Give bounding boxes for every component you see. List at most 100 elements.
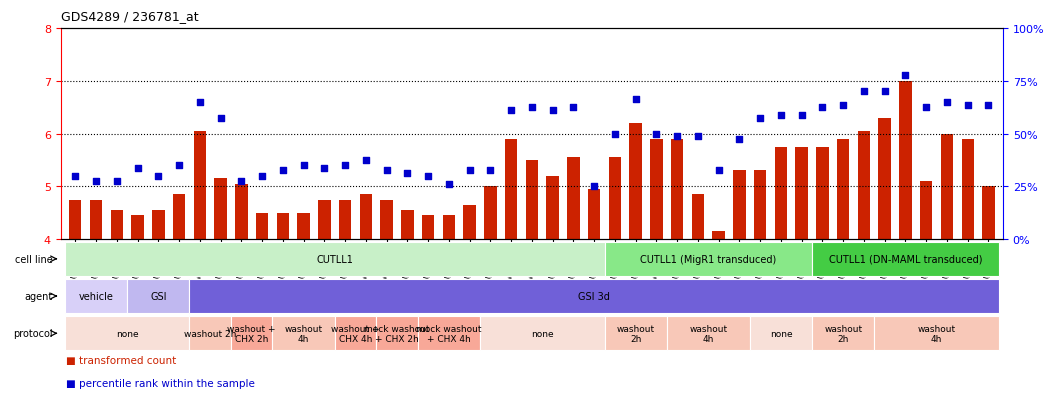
Bar <box>750 317 812 350</box>
Text: none: none <box>531 329 554 338</box>
Bar <box>961 140 974 240</box>
Point <box>565 104 582 111</box>
Bar <box>671 140 684 240</box>
Point <box>462 168 478 174</box>
Bar <box>276 213 289 240</box>
Bar <box>401 211 414 240</box>
Point <box>171 162 187 169</box>
Point <box>938 100 955 106</box>
Bar <box>692 195 705 240</box>
Text: none: none <box>116 329 138 338</box>
Bar <box>418 317 480 350</box>
Point <box>918 104 935 111</box>
Point <box>752 115 768 122</box>
Point <box>503 107 519 114</box>
Point <box>357 157 374 164</box>
Point <box>129 165 146 172</box>
Text: CUTLL1 (MigR1 transduced): CUTLL1 (MigR1 transduced) <box>640 254 777 264</box>
Bar <box>878 119 891 240</box>
Bar <box>272 317 335 350</box>
Bar <box>480 317 604 350</box>
Bar <box>857 132 870 240</box>
Bar <box>422 216 435 240</box>
Text: washout +
CHX 2h: washout + CHX 2h <box>227 324 276 343</box>
Point <box>253 173 270 180</box>
Point <box>855 89 872 95</box>
Text: washout
4h: washout 4h <box>689 324 728 343</box>
Bar <box>65 242 604 276</box>
Text: washout 2h: washout 2h <box>184 329 237 338</box>
Bar <box>194 132 206 240</box>
Point <box>274 168 291 174</box>
Point <box>150 173 166 180</box>
Bar <box>190 280 999 313</box>
Text: GSI: GSI <box>150 291 166 301</box>
Point <box>67 173 84 180</box>
Text: washout
2h: washout 2h <box>617 324 654 343</box>
Point <box>690 133 707 140</box>
Text: washout
4h: washout 4h <box>285 324 322 343</box>
Bar <box>667 317 750 350</box>
Point <box>544 107 561 114</box>
Bar <box>526 161 538 240</box>
Point <box>420 173 437 180</box>
Text: vehicle: vehicle <box>79 291 113 301</box>
Text: none: none <box>770 329 793 338</box>
Text: ■ percentile rank within the sample: ■ percentile rank within the sample <box>66 378 254 388</box>
Text: washout
2h: washout 2h <box>824 324 863 343</box>
Text: washout
4h: washout 4h <box>917 324 956 343</box>
Point <box>834 102 851 109</box>
Bar <box>874 317 999 350</box>
Bar <box>152 211 164 240</box>
Bar <box>837 140 849 240</box>
Bar <box>604 317 667 350</box>
Point <box>524 104 540 111</box>
Bar <box>812 242 999 276</box>
Bar <box>464 205 475 240</box>
Bar <box>604 242 812 276</box>
Bar <box>608 158 621 240</box>
Bar <box>236 184 247 240</box>
Bar <box>505 140 517 240</box>
Bar <box>920 182 933 240</box>
Point <box>316 165 333 172</box>
Point <box>399 171 416 177</box>
Bar <box>817 147 828 240</box>
Bar <box>588 190 600 240</box>
Point <box>627 97 644 103</box>
Point <box>441 181 458 188</box>
Text: GSI 3d: GSI 3d <box>578 291 610 301</box>
Point <box>794 112 810 119</box>
Text: cell line: cell line <box>15 254 52 264</box>
Point <box>959 102 976 109</box>
Bar <box>629 124 642 240</box>
Bar <box>982 187 995 240</box>
Bar <box>318 200 331 240</box>
Point <box>669 133 686 140</box>
Text: GDS4289 / 236781_at: GDS4289 / 236781_at <box>61 10 198 23</box>
Text: washout +
CHX 4h: washout + CHX 4h <box>331 324 380 343</box>
Bar <box>255 213 268 240</box>
Bar <box>712 232 725 240</box>
Point <box>648 131 665 138</box>
Bar <box>733 171 745 240</box>
Point <box>897 73 914 80</box>
Bar <box>547 176 559 240</box>
Bar <box>359 195 372 240</box>
Point <box>606 131 623 138</box>
Point <box>192 100 208 106</box>
Point <box>88 178 105 185</box>
Bar <box>65 280 127 313</box>
Text: CUTLL1 (DN-MAML transduced): CUTLL1 (DN-MAML transduced) <box>829 254 982 264</box>
Point <box>980 102 997 109</box>
Text: mock washout
+ CHX 2h: mock washout + CHX 2h <box>364 324 429 343</box>
Bar <box>941 134 953 240</box>
Bar <box>899 82 912 240</box>
Bar <box>69 200 82 240</box>
Point <box>482 168 498 174</box>
Bar <box>796 147 808 240</box>
Text: ■ transformed count: ■ transformed count <box>66 355 176 365</box>
Bar <box>484 187 496 240</box>
Bar <box>190 317 231 350</box>
Point <box>337 162 354 169</box>
